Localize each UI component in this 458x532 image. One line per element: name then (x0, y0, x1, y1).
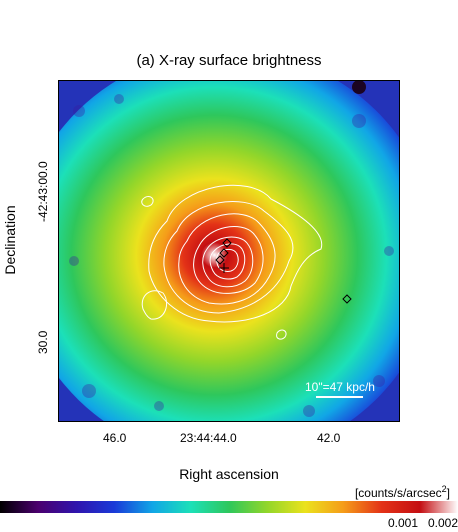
colorbar-tick-2: 0.002 (428, 516, 458, 530)
colorbar-tick-1: 0.001 (388, 516, 419, 530)
dec-tick-1: -42:43:00.0 (36, 161, 50, 222)
scale-bar (316, 396, 363, 398)
y-axis-label: Declination (2, 205, 18, 275)
dec-tick-2: 30.0 (36, 330, 50, 354)
colorbar (0, 501, 458, 513)
xray-image (58, 80, 400, 422)
ra-tick-2: 23:44:44.0 (180, 431, 237, 445)
noise-speckles (69, 94, 394, 417)
x-axis-label: Right ascension (179, 466, 279, 482)
contours (141, 184, 323, 340)
ra-tick-3: 42.0 (317, 431, 341, 445)
scale-bar-label: 10"=47 kpc/h (305, 380, 375, 394)
ra-tick-1: 46.0 (103, 431, 127, 445)
dark-spot (352, 81, 366, 94)
panel-title: (a) X-ray surface brightness (136, 52, 322, 69)
colorbar-unit: [counts/s/arcsec2] (354, 484, 450, 500)
source-markers (215, 238, 352, 304)
